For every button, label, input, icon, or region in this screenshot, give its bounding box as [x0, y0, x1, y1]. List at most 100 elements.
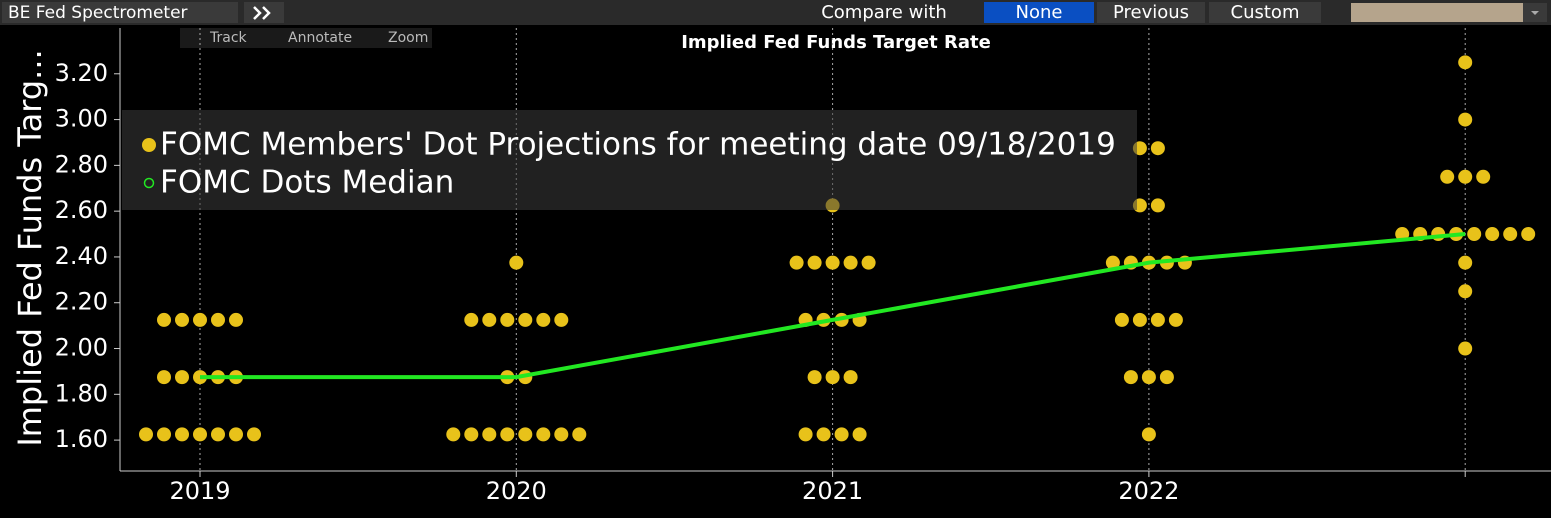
dot — [1123, 370, 1138, 385]
dot — [843, 255, 858, 270]
dot — [1458, 169, 1473, 184]
dot — [1503, 227, 1518, 242]
legend-label: FOMC Members' Dot Projections for meetin… — [160, 127, 1116, 163]
option-text[interactable]: None — [1016, 2, 1063, 23]
tool[interactable]: Annotate — [288, 30, 352, 46]
y-tick-label: 2.60 — [55, 196, 108, 224]
dot — [157, 312, 171, 327]
dot — [536, 427, 551, 442]
dot — [157, 427, 171, 442]
dot — [852, 427, 867, 442]
y-tick-label: 2.80 — [55, 150, 108, 178]
dot — [1159, 370, 1174, 385]
y-tick-label: 3.20 — [55, 59, 108, 87]
y-tick-label: 1.80 — [55, 379, 108, 407]
dot — [464, 312, 479, 327]
expand-icon — [253, 6, 271, 20]
dot — [139, 427, 153, 442]
dot — [1521, 227, 1536, 242]
y-tick-label: 2.40 — [55, 242, 108, 270]
dot — [861, 255, 876, 270]
dot — [482, 312, 497, 327]
dot — [500, 312, 515, 327]
chart-title: Implied Fed Funds Target Rate — [681, 32, 991, 53]
toolbar-title: BE Fed Spectrometer — [8, 3, 188, 23]
option-text[interactable]: Custom — [1231, 2, 1300, 23]
compare-label: Compare with — [821, 2, 947, 23]
option-previous[interactable] — [1097, 2, 1205, 23]
dot — [816, 427, 831, 442]
dot — [193, 312, 207, 327]
dot — [211, 427, 225, 442]
dot — [175, 427, 189, 442]
dot — [1132, 312, 1147, 327]
dot — [1105, 255, 1120, 270]
median-line — [200, 232, 1466, 380]
dot — [1458, 341, 1473, 356]
dot — [157, 370, 171, 385]
dot — [518, 312, 533, 327]
dropdown-arrow — [1531, 11, 1539, 15]
dot — [1440, 169, 1455, 184]
dot — [1467, 227, 1482, 242]
tool[interactable]: Track — [209, 30, 248, 46]
dot — [1150, 198, 1165, 213]
dot — [229, 312, 243, 327]
y-tick-label: 3.00 — [55, 105, 108, 133]
dot — [175, 312, 189, 327]
dot — [193, 427, 207, 442]
option-text[interactable]: Previous — [1113, 2, 1189, 23]
dot — [1141, 427, 1156, 442]
dot — [229, 427, 243, 442]
dot — [825, 370, 840, 385]
title-box — [2, 2, 238, 23]
y-tick-label: 2.00 — [55, 334, 108, 362]
option-custom[interactable] — [1209, 2, 1321, 23]
dot — [1458, 284, 1473, 299]
expand-button[interactable] — [244, 2, 284, 23]
x-tick-label: 2019 — [169, 477, 230, 505]
dot — [1458, 112, 1473, 127]
legend-swatch — [143, 177, 155, 189]
dot — [518, 427, 533, 442]
dot — [175, 370, 189, 385]
dot — [446, 427, 461, 442]
y-tick-label: 1.60 — [55, 425, 108, 453]
dot — [464, 427, 479, 442]
dot — [572, 427, 587, 442]
dot — [247, 427, 261, 442]
dot — [807, 370, 822, 385]
dot — [1150, 312, 1165, 327]
dot — [1150, 141, 1165, 156]
legend-label: FOMC Dots Median — [160, 165, 454, 201]
dot — [1141, 370, 1156, 385]
y-tick-label: 2.20 — [55, 288, 108, 316]
chart-tools — [180, 28, 432, 48]
dot — [798, 427, 813, 442]
option-none[interactable] — [984, 2, 1094, 23]
legend-box — [122, 110, 1137, 210]
tool[interactable]: Zoom — [388, 30, 428, 46]
dot — [807, 255, 822, 270]
dot — [554, 312, 569, 327]
dot — [825, 255, 840, 270]
dot — [500, 427, 515, 442]
dot — [536, 312, 551, 327]
y-axis-label: Implied Fed Funds Targ... — [11, 49, 49, 446]
dropdown[interactable] — [1351, 3, 1523, 22]
dot — [211, 312, 225, 327]
dot — [1168, 312, 1183, 327]
dot — [1476, 169, 1491, 184]
dot — [834, 427, 849, 442]
dot — [509, 255, 524, 270]
dot — [1485, 227, 1500, 242]
legend-swatch — [142, 138, 156, 152]
dot — [789, 255, 804, 270]
x-tick-label: 2022 — [1118, 477, 1179, 505]
x-tick-label: 2020 — [486, 477, 547, 505]
dot — [843, 370, 858, 385]
dot — [1458, 255, 1473, 270]
